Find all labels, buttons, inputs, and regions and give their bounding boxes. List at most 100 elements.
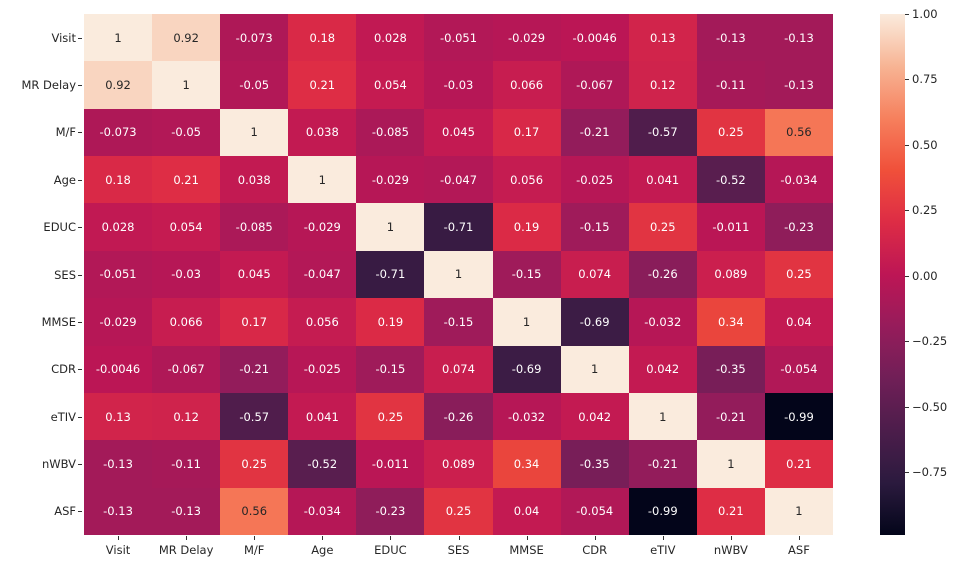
heatmap-cell: 1 bbox=[696, 440, 765, 488]
x-tick-mark bbox=[186, 536, 187, 540]
heatmap-cell: -0.034 bbox=[288, 487, 357, 535]
y-tick-mark bbox=[78, 180, 82, 181]
y-tick-mark bbox=[78, 85, 82, 86]
heatmap-cell: -0.0046 bbox=[560, 14, 629, 62]
heatmap-cell: 0.089 bbox=[424, 440, 493, 488]
heatmap-cell: -0.029 bbox=[84, 298, 153, 346]
heatmap-cell: -0.034 bbox=[764, 156, 833, 204]
x-tick-mark bbox=[118, 536, 119, 540]
heatmap-cell: -0.029 bbox=[356, 156, 425, 204]
heatmap-cell: 0.04 bbox=[764, 298, 833, 346]
heatmap-cell: -0.15 bbox=[356, 345, 425, 393]
heatmap-cell: -0.13 bbox=[84, 440, 153, 488]
heatmap-cell: 1 bbox=[288, 156, 357, 204]
heatmap-cell: 1 bbox=[492, 298, 561, 346]
heatmap-cell: -0.05 bbox=[152, 108, 221, 157]
y-tick-mark bbox=[78, 275, 82, 276]
y-tick-mark bbox=[78, 227, 82, 228]
heatmap-cell: 0.21 bbox=[696, 487, 765, 535]
heatmap-cell: -0.13 bbox=[764, 14, 833, 62]
heatmap-cell: 0.92 bbox=[152, 14, 221, 62]
y-tick-label: Visit bbox=[51, 30, 76, 45]
heatmap-cell: -0.11 bbox=[152, 440, 221, 488]
heatmap-cell: 0.21 bbox=[152, 156, 221, 204]
x-tick-mark bbox=[663, 536, 664, 540]
heatmap-cell: 0.25 bbox=[356, 392, 425, 441]
colorbar-tick-label: −0.50 bbox=[912, 399, 948, 414]
y-tick-mark bbox=[78, 132, 82, 133]
heatmap-cell: 0.056 bbox=[288, 298, 357, 346]
x-tick-label: MR Delay bbox=[158, 543, 214, 557]
y-tick-mark bbox=[78, 511, 82, 512]
y-tick-mark bbox=[78, 464, 82, 465]
heatmap-cell: 0.12 bbox=[152, 392, 221, 441]
heatmap-cell: -0.15 bbox=[492, 250, 561, 299]
x-tick-label: nWBV bbox=[713, 543, 748, 557]
heatmap-cell: 0.038 bbox=[288, 108, 357, 157]
heatmap-cell: -0.26 bbox=[424, 392, 493, 441]
heatmap-cell: 0.56 bbox=[220, 487, 289, 535]
colorbar-tick-mark bbox=[905, 276, 909, 277]
heatmap-cell: -0.067 bbox=[152, 345, 221, 393]
heatmap-cell: 1 bbox=[220, 108, 289, 157]
heatmap-cell: -0.13 bbox=[696, 14, 765, 62]
heatmap-cell: 0.17 bbox=[220, 298, 289, 346]
heatmap-cell: -0.99 bbox=[764, 392, 833, 441]
heatmap-cell: -0.57 bbox=[220, 392, 289, 441]
colorbar-tick-label: −0.25 bbox=[912, 334, 948, 349]
y-tick-label: ASF bbox=[54, 504, 76, 519]
heatmap-cell: -0.21 bbox=[560, 108, 629, 157]
colorbar-tick-mark bbox=[905, 79, 909, 80]
heatmap-cell: -0.051 bbox=[84, 250, 153, 299]
y-tick-mark bbox=[78, 369, 82, 370]
heatmap-cell: 0.12 bbox=[628, 61, 697, 109]
heatmap-cell: 1 bbox=[560, 345, 629, 393]
heatmap-cell: -0.073 bbox=[84, 108, 153, 157]
heatmap-cell: -0.067 bbox=[560, 61, 629, 109]
y-tick-label: eTIV bbox=[50, 409, 76, 424]
heatmap-cell: -0.047 bbox=[424, 156, 493, 204]
heatmap-cell: -0.57 bbox=[628, 108, 697, 157]
heatmap-cell: -0.029 bbox=[288, 203, 357, 251]
colorbar-tick-label: 0.50 bbox=[912, 137, 938, 152]
heatmap-cell: 0.25 bbox=[628, 203, 697, 251]
heatmap-cell: -0.69 bbox=[492, 345, 561, 393]
x-tick-label: SES bbox=[447, 543, 470, 557]
x-tick-label: EDUC bbox=[374, 543, 407, 557]
heatmap-cell: 0.056 bbox=[492, 156, 561, 204]
heatmap-cell: 0.21 bbox=[764, 440, 833, 488]
x-tick-mark bbox=[322, 536, 323, 540]
heatmap-cell: -0.011 bbox=[696, 203, 765, 251]
heatmap-cell: 0.13 bbox=[628, 14, 697, 62]
heatmap-cell: -0.054 bbox=[764, 345, 833, 393]
heatmap-cell: 0.92 bbox=[84, 61, 153, 109]
colorbar-tick-label: 1.00 bbox=[912, 7, 938, 21]
heatmap-cell: 0.045 bbox=[424, 108, 493, 157]
colorbar-tick-label: −0.75 bbox=[912, 465, 948, 480]
y-tick-label: SES bbox=[54, 267, 76, 282]
heatmap-cell: -0.03 bbox=[424, 61, 493, 109]
heatmap-cell: -0.52 bbox=[696, 156, 765, 204]
colorbar-tick-label: 0.25 bbox=[912, 203, 938, 218]
heatmap-cell: 0.074 bbox=[424, 345, 493, 393]
heatmap-cell: 0.054 bbox=[152, 203, 221, 251]
heatmap-cell: 1 bbox=[356, 203, 425, 251]
y-tick-label: Age bbox=[53, 172, 76, 187]
heatmap-cell: 0.25 bbox=[696, 108, 765, 157]
heatmap-cell: -0.0046 bbox=[84, 345, 153, 393]
heatmap-cell: 1 bbox=[424, 250, 493, 299]
x-tick-label: M/F bbox=[244, 543, 265, 557]
colorbar-tick-label: 0.00 bbox=[912, 268, 938, 283]
heatmap-cell: 0.074 bbox=[560, 250, 629, 299]
x-tick-label: Visit bbox=[105, 543, 131, 557]
y-tick-mark bbox=[78, 322, 82, 323]
heatmap-cell: -0.025 bbox=[288, 345, 357, 393]
colorbar-tick-mark bbox=[905, 210, 909, 211]
heatmap-cell: 0.19 bbox=[356, 298, 425, 346]
x-tick-label: CDR bbox=[582, 543, 608, 557]
x-tick-mark bbox=[527, 536, 528, 540]
heatmap-cell: 0.19 bbox=[492, 203, 561, 251]
heatmap-cell: 0.13 bbox=[84, 392, 153, 441]
heatmap-cell: 0.028 bbox=[356, 14, 425, 62]
x-tick-label: Age bbox=[311, 543, 334, 557]
